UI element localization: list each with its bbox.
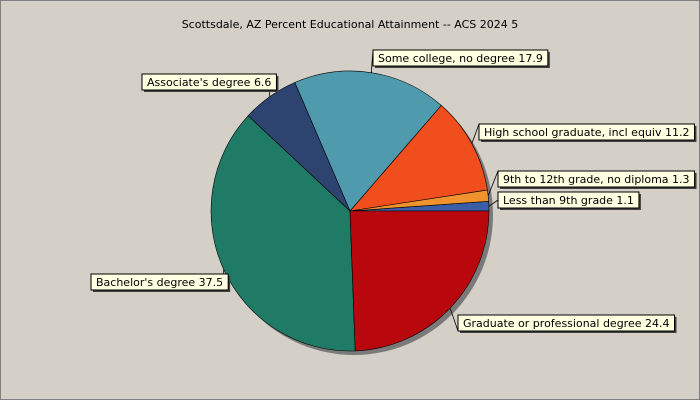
chart-title: Scottsdale, AZ Percent Educational Attai…	[182, 18, 519, 31]
label-box	[497, 170, 696, 188]
slice-label-text: 9th to 12th grade, no diploma 1.3	[503, 173, 690, 186]
label-box	[372, 49, 549, 67]
leader-line	[487, 170, 499, 196]
leader-line	[488, 199, 499, 207]
slice-label: Graduate or professional degree 24.4	[457, 314, 677, 333]
label-box	[457, 314, 675, 332]
slice-label: Bachelor's degree 37.5	[90, 273, 231, 292]
slice-label: Less than 9th grade 1.1	[497, 191, 641, 210]
slice-label-text: Some college, no degree 17.9	[378, 52, 543, 65]
slice-label: 9th to 12th grade, no diploma 1.3	[497, 170, 697, 189]
slice-label: High school graduate, incl equiv 11.2	[478, 123, 697, 142]
label-box	[478, 123, 695, 141]
slice-label-text: Less than 9th grade 1.1	[503, 194, 634, 207]
leader-line	[471, 123, 480, 144]
slice-label: Associate's degree 6.6	[141, 73, 279, 92]
slice-label-text: Graduate or professional degree 24.4	[463, 317, 670, 330]
label-box	[90, 273, 229, 291]
leader-line	[449, 307, 459, 332]
slice-label-text: Bachelor's degree 37.5	[96, 276, 223, 289]
slice-label-text: High school graduate, incl equiv 11.2	[484, 126, 689, 139]
label-box	[141, 73, 277, 91]
slice-label: Some college, no degree 17.9	[372, 49, 550, 68]
label-box	[497, 191, 640, 209]
slice-label-text: Associate's degree 6.6	[147, 76, 271, 89]
